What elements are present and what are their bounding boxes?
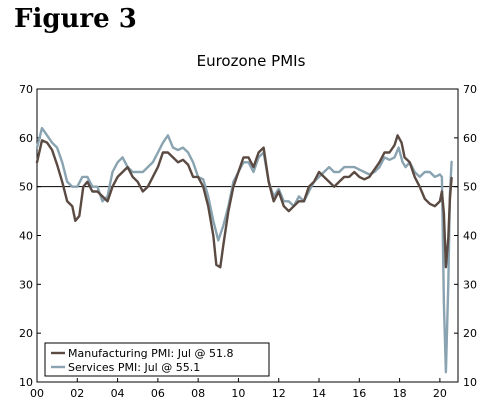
y-tick-left-label: 10 bbox=[19, 376, 33, 389]
x-tick-label: 18 bbox=[393, 387, 407, 400]
y-tick-right-label: 70 bbox=[463, 83, 477, 96]
x-axis: 00 02 04 06 08 10 12 14 16 18 20 bbox=[30, 378, 447, 400]
y-tick-left-label: 50 bbox=[19, 181, 33, 194]
series-line-services bbox=[35, 126, 453, 374]
x-tick-label: 12 bbox=[272, 387, 286, 400]
x-tick-label: 10 bbox=[231, 387, 245, 400]
x-tick-label: 04 bbox=[111, 387, 125, 400]
x-tick-label: 16 bbox=[352, 387, 366, 400]
x-tick-label: 00 bbox=[30, 387, 44, 400]
series-group bbox=[35, 126, 453, 374]
y-tick-right-label: 50 bbox=[463, 181, 477, 194]
x-tick-label: 08 bbox=[191, 387, 205, 400]
y-tick-left-label: 20 bbox=[19, 327, 33, 340]
x-tick-label: 02 bbox=[70, 387, 84, 400]
y-tick-left-label: 40 bbox=[19, 230, 33, 243]
y-tick-left-label: 70 bbox=[19, 83, 33, 96]
series-line-manufacturing bbox=[35, 134, 453, 269]
legend-label-services: Services PMI: Jul @ 55.1 bbox=[68, 361, 200, 374]
y-tick-left-label: 30 bbox=[19, 278, 33, 291]
y-axis-left: 10 20 30 40 50 60 70 bbox=[19, 83, 41, 389]
y-axis-right: 10 20 30 40 50 60 70 bbox=[454, 83, 477, 389]
y-tick-left-label: 60 bbox=[19, 132, 33, 145]
y-tick-right-label: 10 bbox=[463, 376, 477, 389]
legend-label-manufacturing: Manufacturing PMI: Jul @ 51.8 bbox=[68, 347, 233, 360]
y-tick-right-label: 40 bbox=[463, 230, 477, 243]
x-tick-label: 20 bbox=[433, 387, 447, 400]
x-tick-label: 14 bbox=[312, 387, 326, 400]
legend-box bbox=[44, 342, 270, 377]
y-tick-right-label: 30 bbox=[463, 278, 477, 291]
plot-frame bbox=[36, 88, 459, 383]
y-tick-right-label: 60 bbox=[463, 132, 477, 145]
figure-label: Figure 3 bbox=[14, 4, 137, 34]
y-tick-right-label: 20 bbox=[463, 327, 477, 340]
x-tick-label: 06 bbox=[151, 387, 165, 400]
chart-title: Eurozone PMIs bbox=[197, 52, 306, 70]
